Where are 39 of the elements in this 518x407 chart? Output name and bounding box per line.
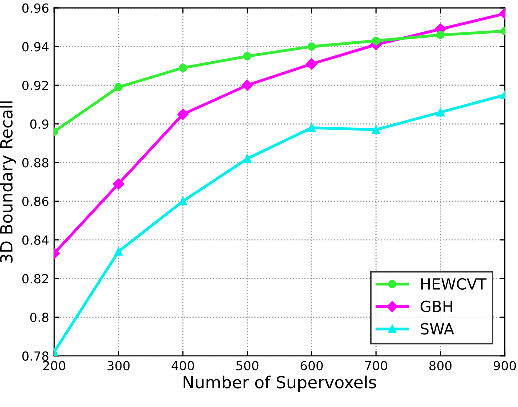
point	[178, 197, 188, 206]
y-tick-label: 0.82	[22, 274, 48, 284]
legend-label: HEWCVT	[422, 278, 487, 290]
point	[308, 124, 316, 132]
x-tick-label: 800	[430, 361, 452, 371]
y-axis-title: 3D Boundary Recall	[0, 102, 16, 263]
y-tick-label: 0.94	[22, 42, 49, 52]
x-tick-label: 300	[108, 361, 130, 371]
point	[436, 31, 445, 40]
y-tick-label: 0.92	[22, 80, 48, 90]
y-tick-label: 0.86	[22, 196, 49, 206]
point	[114, 248, 123, 256]
point	[306, 58, 318, 70]
point	[242, 80, 254, 92]
point	[243, 52, 252, 61]
x-tick-label: 600	[300, 361, 324, 371]
point	[436, 108, 445, 117]
point	[243, 154, 252, 164]
point	[114, 83, 123, 92]
y-tick-label: 0.78	[22, 352, 49, 362]
y-tick-label: 0.88	[22, 158, 49, 168]
point	[178, 64, 188, 72]
point	[372, 126, 380, 134]
point	[308, 42, 316, 51]
point	[178, 108, 189, 120]
x-tick-label: 700	[365, 361, 388, 371]
legend-label: GBH	[420, 300, 452, 312]
x-tick-label: 900	[494, 361, 516, 371]
y-tick-label: 0.8	[30, 312, 49, 322]
y-tick-label: 0.96	[22, 4, 49, 14]
y-tick-label: 0.9	[30, 120, 49, 130]
x-tick-label: 400	[172, 361, 194, 371]
x-tick-label: 500	[236, 361, 259, 371]
point	[113, 178, 124, 190]
point	[372, 36, 380, 46]
x-tick-label: 200	[43, 361, 66, 371]
x-axis-title: Number of Supervoxels	[184, 376, 376, 392]
y-tick-label: 0.84	[22, 236, 49, 246]
legend-label: SWA	[421, 323, 454, 335]
